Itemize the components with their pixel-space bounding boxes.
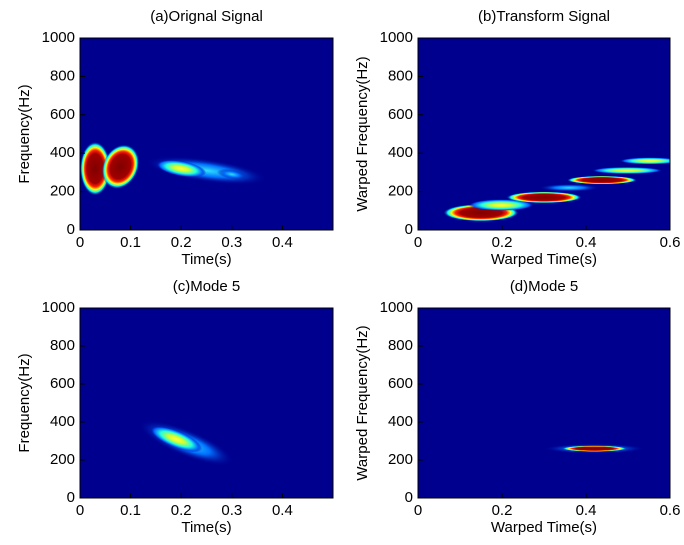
spectrogram-image [139,420,234,466]
y-tick-label: 0 [67,221,75,238]
y-tick-label: 200 [388,183,413,200]
y-tick-label: 800 [50,337,75,354]
y-axis-label: Frequency(Hz) [16,84,33,183]
y-tick-label: 0 [67,489,75,506]
y-tick-label: 800 [50,67,75,84]
x-tick-label: 0 [414,502,422,519]
x-tick-label: 0.6 [660,502,681,519]
chart-title: (d)Mode 5 [510,278,578,295]
spectrogram-image [80,141,267,196]
x-tick-label: 0.4 [576,234,597,251]
x-tick-label: 0.2 [492,502,513,519]
panel: 0 0.2 0.4 0.6 0 200 400 600 800 1000 (d)Mode 5 Warp… [354,278,680,536]
energy-blob [80,141,111,196]
axes-frame [417,37,671,231]
y-axis-label: Warped Frequency(Hz) [354,56,371,211]
y-tick-label: 600 [388,375,413,392]
chart-title: (b)Transform Signal [478,8,610,25]
x-tick-label: 0.3 [221,234,242,251]
y-tick-label: 600 [50,106,75,123]
energy-blob [101,144,140,189]
y-tick-label: 200 [50,451,75,468]
x-axis-label: Warped Time(s) [491,519,597,536]
y-tick-label: 400 [388,413,413,430]
x-tick-label: 0.2 [171,234,192,251]
y-tick-label: 0 [405,221,413,238]
x-tick-label: 0.3 [221,502,242,519]
y-tick-label: 200 [388,451,413,468]
axes-frame [417,307,671,499]
energy-blob [561,445,628,452]
energy-blob [216,168,247,180]
x-tick-label: 0.2 [171,502,192,519]
y-tick-label: 1000 [380,299,413,316]
energy-blob [156,159,207,178]
spectrogram-image [544,443,645,454]
y-tick-label: 400 [50,413,75,430]
x-tick-label: 0.4 [272,502,293,519]
x-axis-label: Time(s) [181,519,231,536]
panel: 0 0.1 0.2 0.3 0.4 0 200 400 600 800 1000 (c)Mode 5 T… [16,278,334,536]
x-tick-label: 0 [76,502,84,519]
y-tick-label: 200 [50,183,75,200]
energy-blob [619,157,670,165]
energy-blob [150,426,203,453]
x-tick-label: 0.4 [272,234,293,251]
chart-title: (c)Mode 5 [173,278,241,295]
x-tick-label: 0.6 [660,234,681,251]
plot-area [80,38,333,230]
energy-blob [468,199,534,211]
energy-blob [591,167,663,174]
y-tick-label: 1000 [380,29,413,46]
x-tick-label: 0.1 [120,234,141,251]
y-axis-label: Warped Frequency(Hz) [354,325,371,480]
y-axis-label: Frequency(Hz) [16,353,33,452]
x-tick-label: 0.1 [120,502,141,519]
x-tick-label: 0 [414,234,422,251]
plot-area [418,308,670,498]
y-tick-label: 600 [388,106,413,123]
y-tick-label: 800 [388,337,413,354]
energy-blob [566,175,638,185]
panel: 0 0.2 0.4 0.6 0 200 400 600 800 1000 (b)Transform … [354,8,680,268]
y-tick-label: 800 [388,67,413,84]
x-tick-label: 0.4 [576,502,597,519]
energy-blob [506,191,582,204]
y-tick-label: 1000 [42,29,75,46]
energy-blob [538,183,600,192]
y-tick-label: 400 [50,144,75,161]
spectrogram-image [443,157,670,222]
y-tick-label: 400 [388,144,413,161]
y-tick-label: 600 [50,375,75,392]
y-tick-label: 0 [405,489,413,506]
plot-area [80,308,333,498]
y-tick-label: 1000 [42,299,75,316]
x-axis-label: Time(s) [181,251,231,268]
panel: 0 0.1 0.2 0.3 0.4 0 200 400 600 800 1000 (a)Orignal… [16,8,334,268]
x-axis-label: Warped Time(s) [491,251,597,268]
axes-frame [79,37,334,231]
axes-frame [79,307,334,499]
chart-title: (a)Orignal Signal [150,8,263,25]
x-tick-label: 0.2 [492,234,513,251]
x-tick-label: 0 [76,234,84,251]
